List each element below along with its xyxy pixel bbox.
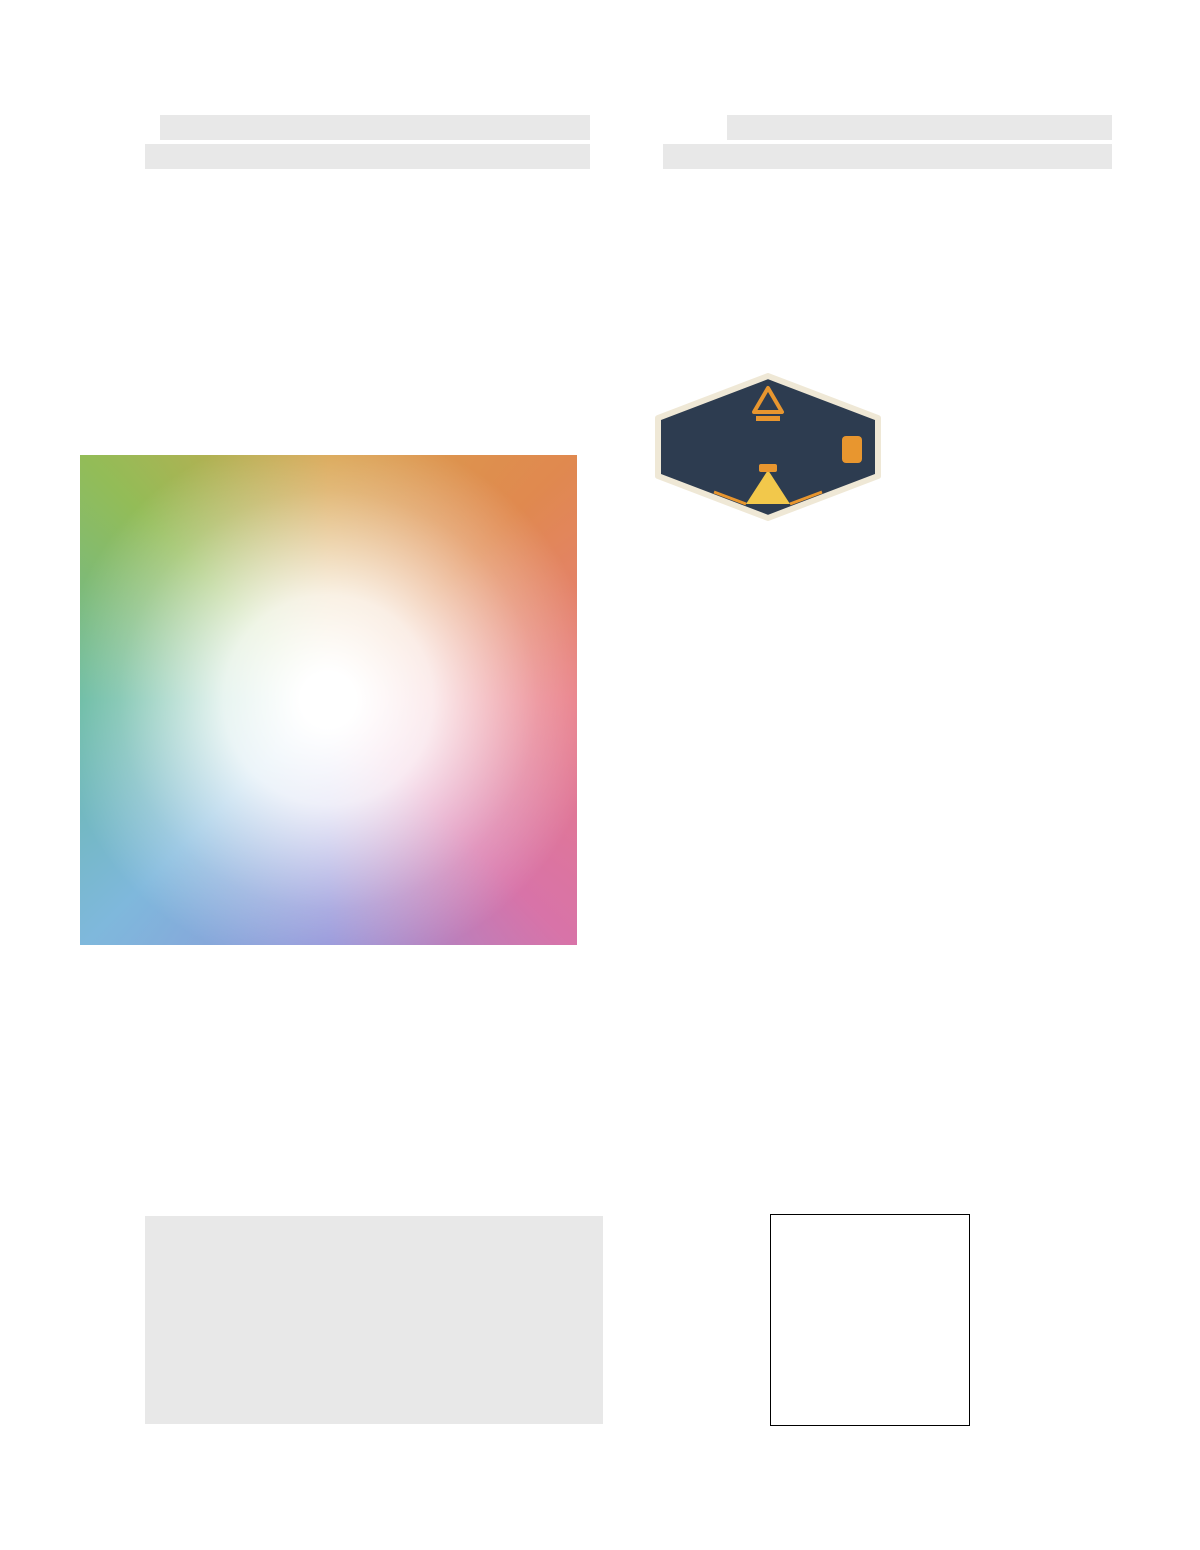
logo-lamp-base (756, 416, 780, 421)
cvg-plot (80, 455, 577, 945)
local-fidelity-plot (612, 697, 1137, 949)
color-vector-graphic (80, 455, 577, 945)
chromaticity-block (640, 1233, 674, 1277)
cvg-background (80, 455, 577, 945)
source-field (160, 115, 590, 140)
logo-org-box (842, 436, 862, 463)
logo-lamp-icon (752, 386, 784, 414)
date-field (145, 144, 590, 169)
logo-badge-shape (655, 373, 881, 521)
cri-r9-row (771, 1268, 969, 1289)
notes-box (145, 1216, 603, 1424)
logo-beam (746, 470, 790, 504)
logo-ground-lines (713, 490, 823, 506)
notes-text (145, 1216, 603, 1228)
zeroair-logo (655, 373, 881, 521)
logo-flashlight (759, 464, 777, 472)
cri-ra-row (771, 1231, 969, 1252)
spd-plot (85, 195, 582, 445)
local-color-fidelity-chart (612, 697, 1137, 949)
manufacturer-field (727, 115, 1112, 140)
cri-box (770, 1214, 970, 1426)
model-field (663, 144, 1112, 169)
ces-fidelity-chart (85, 950, 1085, 1202)
spd-chart (85, 195, 582, 445)
ces-fidelity-plot (85, 950, 1085, 1202)
